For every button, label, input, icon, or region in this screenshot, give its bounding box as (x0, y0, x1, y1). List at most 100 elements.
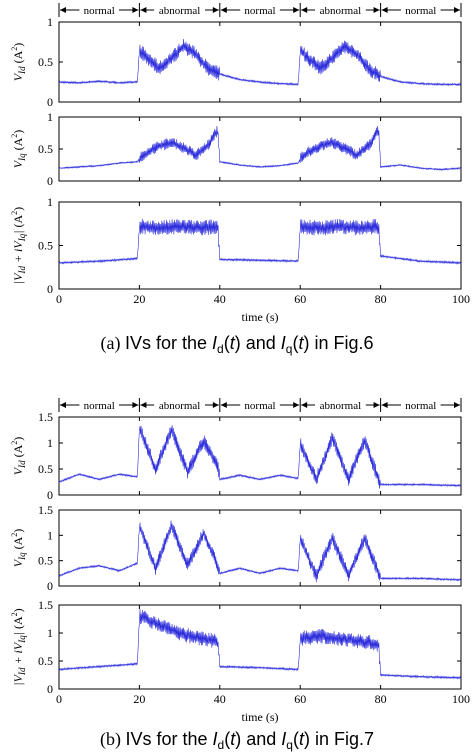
x-tick-label: 40 (214, 692, 226, 706)
segment-label-bg (401, 399, 441, 411)
caption-part: I (212, 333, 217, 353)
segment-label: normal (405, 5, 436, 17)
label-superscript: 2 (10, 533, 19, 537)
segment-label-bg (240, 4, 280, 16)
x-tick-label: 80 (375, 292, 387, 306)
caption-part: t (230, 729, 236, 749)
segment-label: abnormal (159, 400, 201, 412)
segment-label: abnormal (320, 5, 362, 17)
caption-part: I (281, 333, 286, 353)
caption-a: (a) IVs for the Id(t) and Iq(t) in Fig.6 (100, 333, 373, 356)
segment-label: normal (405, 400, 436, 412)
y-tick-label: 0.5 (38, 55, 53, 69)
label-unit: (A (11, 444, 25, 460)
caption-label: (a) (100, 333, 124, 354)
series-line (58, 609, 462, 680)
caption-part: q (286, 738, 293, 752)
series-line (58, 520, 462, 583)
y-tick-label: 0 (47, 579, 53, 593)
y-axis-label: VId (A2) (10, 437, 27, 476)
chart-panel-b-2: 0 0.5 1 1.5 VIq (A2) (10, 503, 462, 593)
caption-part: t (299, 729, 305, 749)
y-axis-label: VIq (A2) (10, 529, 27, 568)
caption-part: I (213, 729, 218, 749)
label-subscript: Iq (17, 233, 27, 242)
segment-arrow-head (454, 402, 460, 408)
caption-part: ( (224, 729, 230, 749)
segment-label: normal (84, 400, 115, 412)
y-tick-label: 1.5 (38, 503, 53, 517)
label-subscript: Iq (17, 552, 27, 561)
label-subscript: Id (17, 266, 27, 275)
segment-label-bg (315, 4, 366, 16)
label-middle: + iV (11, 641, 25, 667)
segment-arrow-head (293, 7, 300, 13)
y-tick-label: 1 (47, 436, 53, 450)
y-tick-label: 1 (47, 110, 53, 124)
y-tick-label: 0.5 (38, 142, 53, 156)
caption-part: t (230, 333, 236, 353)
label-main: V (11, 72, 25, 81)
x-tick-label: 100 (452, 292, 470, 306)
label-bar: | (11, 230, 25, 233)
caption-part: ) in Fig.7 (304, 729, 374, 749)
y-tick-label: 1 (47, 15, 53, 29)
y-axis-label: |VId + iVIq| (A2) (10, 207, 27, 284)
label-unit-close: ) (11, 529, 25, 533)
segment-arrow-head (373, 402, 380, 408)
segment-arrow-head (132, 7, 139, 13)
label-main: V (11, 159, 25, 168)
caption-part: ( (293, 729, 299, 749)
segment-arrow-head (60, 7, 66, 13)
series-line (58, 425, 462, 489)
y-tick-label: 1 (47, 626, 53, 640)
plot-frame (58, 21, 462, 103)
subfigure-caption: (a) IVs for the Id(t) and Iq(t) in Fig.6 (100, 333, 373, 356)
label-subscript: Iq (17, 153, 27, 162)
series-line (58, 125, 462, 171)
segment-arrow-head (212, 402, 219, 408)
x-tick-label: 80 (375, 692, 387, 706)
segment-arrow-head (140, 402, 147, 408)
caption-part: IVs for the (125, 333, 212, 353)
y-axis-label: |VId + iVIq| (A2) (10, 608, 27, 685)
y-tick-label: 1.5 (38, 598, 53, 612)
y-tick-label: 0 (47, 682, 53, 696)
label-bar: | (11, 632, 25, 635)
x-tick-label: 60 (294, 292, 306, 306)
caption-part: d (218, 738, 225, 752)
x-axis-label: time (s) (242, 310, 279, 324)
caption-part: ( (292, 333, 298, 353)
segment-annotations: normal abnormal normal abnormal normal (58, 3, 462, 17)
segment-label-bg (315, 399, 366, 411)
x-tick-label: 60 (294, 692, 306, 706)
y-tick-label: 0.5 (38, 654, 53, 668)
segment-arrow-head (132, 402, 139, 408)
x-tick-label: 0 (56, 292, 62, 306)
label-subscript: Id (17, 667, 27, 676)
segment-arrow-head (220, 7, 227, 13)
caption-part: IVs for the (125, 729, 212, 749)
label-main: V (11, 466, 25, 475)
caption-part: I (281, 729, 286, 749)
label-unit: (A (11, 50, 25, 66)
label-main: V (11, 558, 25, 567)
segment-arrow-head (381, 7, 388, 13)
caption-part: d (217, 342, 224, 356)
subfigure-caption: (b) IVs for the Id(t) and Iq(t) in Fig.7 (100, 729, 374, 752)
y-tick-label: 0 (47, 282, 53, 296)
y-axis-label: VIq (A2) (10, 130, 27, 169)
segment-label: abnormal (320, 400, 362, 412)
y-tick-label: 0 (47, 174, 53, 188)
label-middle: + iV (11, 240, 25, 266)
label-unit-close: ) (11, 608, 25, 612)
label-unit: (A (11, 137, 25, 153)
label-superscript: 2 (10, 441, 19, 445)
x-tick-label: 0 (56, 692, 62, 706)
x-tick-label: 40 (214, 292, 226, 306)
chart-panel-a-1: 0 0.5 1 VId (A2) normal abnormal normal abnorma… (10, 3, 462, 109)
segment-label-bg (79, 4, 119, 16)
label-unit-close: ) (11, 207, 25, 211)
y-tick-label: 0 (47, 95, 53, 109)
